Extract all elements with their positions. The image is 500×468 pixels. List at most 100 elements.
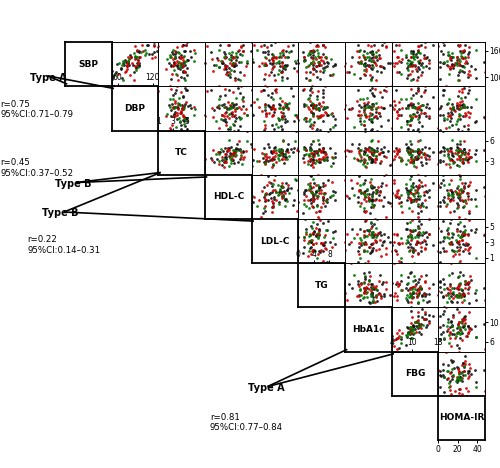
Point	[386, 239, 394, 246]
Point	[249, 156, 257, 164]
Point	[315, 58, 323, 66]
Point	[358, 51, 366, 59]
Point	[454, 308, 462, 316]
Point	[271, 171, 279, 178]
Point	[304, 51, 312, 59]
Point	[166, 62, 174, 70]
Point	[312, 254, 320, 262]
Point	[456, 145, 464, 153]
Point	[223, 147, 231, 155]
Point	[257, 87, 265, 95]
Point	[461, 150, 469, 158]
Point	[272, 196, 280, 204]
Point	[270, 109, 278, 116]
Point	[120, 76, 128, 84]
Point	[456, 194, 464, 201]
Point	[278, 63, 286, 70]
Point	[316, 126, 324, 133]
Point	[268, 155, 276, 162]
Point	[210, 62, 218, 69]
Point	[414, 210, 422, 217]
Point	[462, 148, 469, 155]
Point	[287, 184, 295, 192]
Point	[144, 41, 152, 49]
Point	[230, 107, 238, 115]
Point	[402, 331, 409, 338]
Point	[360, 240, 368, 247]
Point	[458, 196, 466, 204]
Point	[378, 104, 386, 111]
Point	[396, 286, 404, 294]
Point	[369, 63, 377, 71]
Point	[278, 150, 285, 157]
Point	[407, 328, 415, 335]
Point	[444, 153, 452, 160]
Point	[464, 367, 472, 375]
Point	[302, 228, 310, 235]
Point	[368, 289, 376, 297]
Point	[366, 49, 374, 56]
Text: HbA1c: HbA1c	[352, 325, 384, 334]
Point	[456, 233, 464, 241]
Point	[279, 103, 287, 110]
Point	[418, 154, 426, 161]
Point	[462, 353, 469, 360]
Point	[308, 99, 316, 107]
Point	[374, 230, 382, 237]
Point	[364, 98, 372, 106]
Point	[425, 284, 433, 292]
Point	[369, 240, 377, 247]
Point	[364, 103, 372, 111]
Point	[458, 97, 466, 105]
Point	[348, 140, 356, 147]
Point	[392, 87, 400, 94]
Point	[458, 337, 466, 344]
Point	[446, 104, 454, 112]
Point	[117, 66, 125, 73]
Point	[464, 74, 472, 81]
Point	[458, 86, 466, 93]
Point	[360, 284, 368, 292]
Point	[412, 233, 420, 241]
Point	[228, 143, 235, 150]
Point	[319, 182, 327, 190]
Point	[315, 184, 323, 192]
Point	[302, 151, 310, 158]
Point	[314, 186, 322, 193]
Point	[278, 155, 286, 163]
Point	[406, 122, 414, 129]
Point	[300, 196, 308, 204]
Point	[362, 147, 370, 154]
Point	[280, 112, 288, 120]
Point	[248, 144, 256, 151]
Point	[407, 227, 415, 235]
Point	[369, 102, 377, 110]
Point	[453, 205, 461, 212]
Point	[294, 186, 302, 193]
Point	[458, 329, 466, 337]
Point	[317, 111, 325, 119]
Point	[446, 209, 454, 216]
Point	[434, 287, 442, 294]
Point	[366, 103, 374, 111]
Point	[464, 155, 471, 162]
Point	[292, 59, 300, 67]
Point	[369, 202, 377, 210]
Point	[130, 50, 138, 57]
Point	[393, 190, 401, 197]
Point	[406, 146, 414, 153]
Point	[360, 157, 368, 164]
Point	[227, 67, 235, 74]
Point	[282, 61, 290, 69]
Point	[414, 74, 422, 81]
Point	[453, 373, 461, 381]
Point	[378, 182, 386, 190]
Point	[372, 76, 380, 84]
Point	[367, 183, 375, 191]
Point	[191, 106, 199, 113]
Point	[344, 146, 351, 154]
Point	[368, 110, 376, 118]
Point	[406, 219, 414, 226]
Point	[410, 157, 418, 165]
Point	[370, 201, 378, 209]
